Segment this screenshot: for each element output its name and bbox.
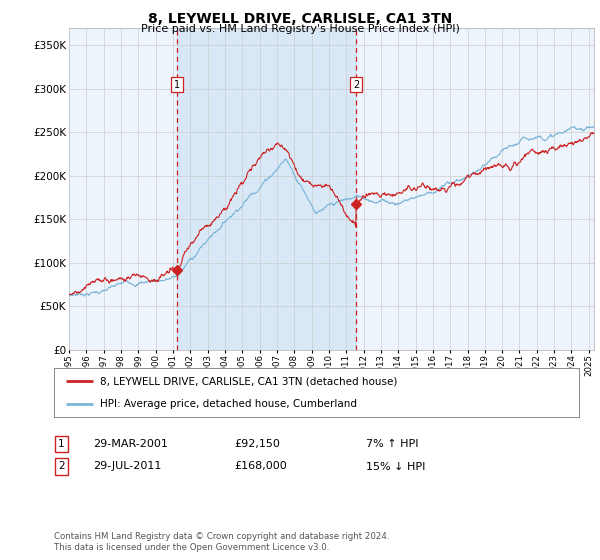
Text: Contains HM Land Registry data © Crown copyright and database right 2024.
This d: Contains HM Land Registry data © Crown c…	[54, 532, 389, 552]
Text: 15% ↓ HPI: 15% ↓ HPI	[366, 461, 425, 472]
Text: 7% ↑ HPI: 7% ↑ HPI	[366, 439, 419, 449]
Text: HPI: Average price, detached house, Cumberland: HPI: Average price, detached house, Cumb…	[100, 399, 357, 409]
Bar	[177, 28, 356, 350]
Text: £168,000: £168,000	[234, 461, 287, 472]
Text: 1: 1	[58, 439, 65, 449]
Text: 8, LEYWELL DRIVE, CARLISLE, CA1 3TN (detached house): 8, LEYWELL DRIVE, CARLISLE, CA1 3TN (det…	[100, 376, 398, 386]
Text: 29-MAR-2001: 29-MAR-2001	[93, 439, 168, 449]
Text: 2: 2	[353, 80, 359, 90]
Text: £92,150: £92,150	[234, 439, 280, 449]
Text: Price paid vs. HM Land Registry's House Price Index (HPI): Price paid vs. HM Land Registry's House …	[140, 24, 460, 34]
Text: 8, LEYWELL DRIVE, CARLISLE, CA1 3TN: 8, LEYWELL DRIVE, CARLISLE, CA1 3TN	[148, 12, 452, 26]
Text: 1: 1	[174, 80, 180, 90]
Text: 29-JUL-2011: 29-JUL-2011	[93, 461, 161, 472]
Text: 2: 2	[58, 461, 65, 472]
